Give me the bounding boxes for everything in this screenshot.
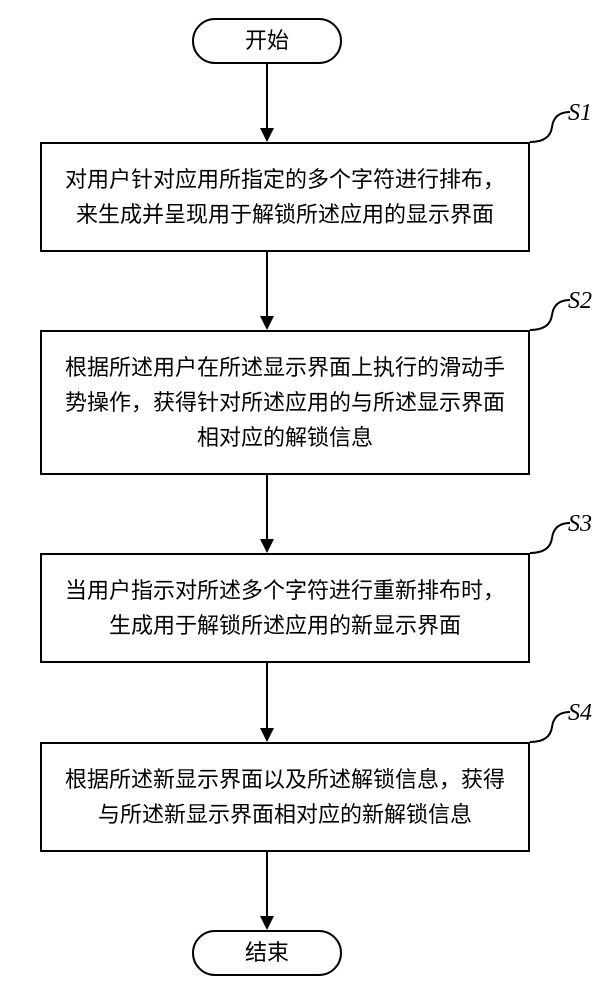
- process-s3-text: 当用户指示对所述多个字符进行重新排布时，生成用于解锁所述应用的新显示界面: [62, 573, 508, 643]
- label-s1: S1: [568, 100, 592, 127]
- arrow-head-start-s1: [260, 128, 274, 142]
- arrow-head-s1-s2: [260, 316, 274, 330]
- label-s4: S4: [568, 700, 592, 727]
- arrow-head-s2-s3: [260, 539, 274, 553]
- process-s2-text: 根据所述用户在所述显示界面上执行的滑动手势操作，获得针对所述应用的与所述显示界面…: [62, 350, 508, 456]
- arrow-head-s4-end: [260, 916, 274, 930]
- end-text: 结束: [245, 942, 289, 964]
- arrow-head-s3-s4: [260, 728, 274, 742]
- process-s1: 对用户针对应用所指定的多个字符进行排布，来生成并呈现用于解锁所述应用的显示界面: [40, 142, 530, 252]
- arrow-s1-s2: [266, 252, 268, 316]
- label-s2: S2: [568, 288, 592, 315]
- label-s3: S3: [568, 511, 592, 538]
- arrow-s2-s3: [266, 475, 268, 539]
- process-s1-text: 对用户针对应用所指定的多个字符进行排布，来生成并呈现用于解锁所述应用的显示界面: [62, 162, 508, 232]
- process-s4: 根据所述新显示界面以及所述解锁信息，获得与所述新显示界面相对应的新解锁信息: [40, 742, 530, 852]
- process-s2: 根据所述用户在所述显示界面上执行的滑动手势操作，获得针对所述应用的与所述显示界面…: [40, 330, 530, 475]
- flowchart-container: 开始 对用户针对应用所指定的多个字符进行排布，来生成并呈现用于解锁所述应用的显示…: [0, 0, 607, 1000]
- arrow-s3-s4: [266, 663, 268, 728]
- start-node: 开始: [192, 18, 342, 64]
- process-s3: 当用户指示对所述多个字符进行重新排布时，生成用于解锁所述应用的新显示界面: [40, 553, 530, 663]
- arrow-start-s1: [266, 64, 268, 128]
- arrow-s4-end: [266, 852, 268, 916]
- start-text: 开始: [245, 30, 289, 52]
- process-s4-text: 根据所述新显示界面以及所述解锁信息，获得与所述新显示界面相对应的新解锁信息: [62, 762, 508, 832]
- end-node: 结束: [192, 930, 342, 976]
